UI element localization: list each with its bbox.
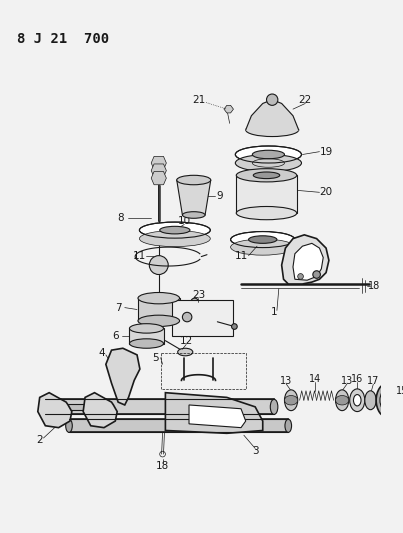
- Ellipse shape: [160, 227, 190, 234]
- Text: 17: 17: [367, 376, 380, 386]
- Text: 5: 5: [153, 353, 159, 362]
- Polygon shape: [151, 156, 166, 169]
- Ellipse shape: [285, 395, 298, 405]
- Ellipse shape: [138, 293, 180, 304]
- Text: 11: 11: [133, 251, 147, 261]
- Polygon shape: [68, 404, 113, 410]
- Ellipse shape: [42, 399, 49, 415]
- Polygon shape: [236, 175, 297, 213]
- Circle shape: [313, 271, 320, 278]
- Polygon shape: [129, 328, 164, 344]
- Circle shape: [191, 298, 198, 306]
- Ellipse shape: [376, 383, 399, 417]
- Ellipse shape: [129, 324, 164, 333]
- Ellipse shape: [353, 394, 361, 406]
- Polygon shape: [293, 244, 323, 280]
- Text: 13: 13: [341, 376, 353, 386]
- Text: 16: 16: [351, 375, 364, 384]
- Text: 12: 12: [180, 336, 193, 346]
- Text: 8: 8: [118, 213, 124, 223]
- Text: 8 J 21  700: 8 J 21 700: [17, 31, 109, 46]
- Ellipse shape: [139, 222, 210, 238]
- Polygon shape: [165, 393, 263, 433]
- Ellipse shape: [270, 399, 278, 415]
- Text: 19: 19: [320, 147, 333, 157]
- Ellipse shape: [350, 389, 365, 411]
- Text: 1: 1: [271, 308, 277, 317]
- Ellipse shape: [231, 239, 295, 255]
- Text: 7: 7: [115, 303, 121, 313]
- Circle shape: [266, 94, 278, 106]
- Text: 2: 2: [36, 435, 43, 445]
- Ellipse shape: [129, 339, 164, 348]
- Text: 22: 22: [299, 95, 312, 104]
- Polygon shape: [106, 348, 140, 405]
- Polygon shape: [177, 180, 211, 215]
- Ellipse shape: [365, 391, 376, 410]
- Polygon shape: [224, 106, 233, 113]
- Ellipse shape: [336, 395, 349, 405]
- Ellipse shape: [138, 315, 180, 327]
- Bar: [161, 353, 246, 389]
- Text: 6: 6: [112, 331, 118, 341]
- Polygon shape: [151, 164, 166, 177]
- Polygon shape: [189, 405, 246, 427]
- Text: 18: 18: [368, 281, 380, 291]
- Text: 21: 21: [192, 95, 205, 104]
- Text: 23: 23: [192, 290, 205, 300]
- Circle shape: [183, 312, 192, 322]
- Ellipse shape: [231, 231, 295, 248]
- Ellipse shape: [380, 389, 395, 411]
- Ellipse shape: [139, 231, 210, 247]
- Text: 18: 18: [156, 462, 169, 471]
- Circle shape: [298, 273, 303, 279]
- Text: 20: 20: [320, 187, 332, 197]
- Text: 15: 15: [395, 386, 403, 396]
- Text: 10: 10: [178, 216, 191, 225]
- Text: 14: 14: [309, 375, 321, 384]
- Polygon shape: [282, 235, 329, 284]
- Polygon shape: [138, 298, 180, 321]
- Text: 13: 13: [280, 376, 293, 386]
- Polygon shape: [69, 419, 288, 432]
- Ellipse shape: [285, 390, 298, 410]
- Ellipse shape: [252, 150, 285, 159]
- Ellipse shape: [236, 168, 297, 182]
- Text: 4: 4: [99, 348, 106, 358]
- Ellipse shape: [249, 236, 277, 244]
- Ellipse shape: [183, 212, 205, 219]
- Ellipse shape: [178, 348, 193, 356]
- Ellipse shape: [66, 419, 72, 432]
- Polygon shape: [38, 393, 72, 427]
- Ellipse shape: [246, 123, 299, 136]
- Circle shape: [232, 324, 237, 329]
- Polygon shape: [246, 100, 299, 130]
- Text: 11: 11: [235, 251, 247, 261]
- Text: 9: 9: [216, 191, 222, 201]
- Polygon shape: [83, 393, 117, 427]
- Ellipse shape: [177, 175, 211, 185]
- Circle shape: [150, 256, 168, 274]
- Ellipse shape: [336, 390, 349, 410]
- Bar: [172, 300, 233, 336]
- Ellipse shape: [253, 172, 280, 179]
- Ellipse shape: [236, 206, 297, 220]
- Ellipse shape: [235, 155, 301, 172]
- Text: 3: 3: [252, 446, 258, 456]
- Ellipse shape: [235, 146, 301, 163]
- Polygon shape: [151, 172, 166, 185]
- Ellipse shape: [285, 419, 291, 432]
- Polygon shape: [46, 399, 274, 415]
